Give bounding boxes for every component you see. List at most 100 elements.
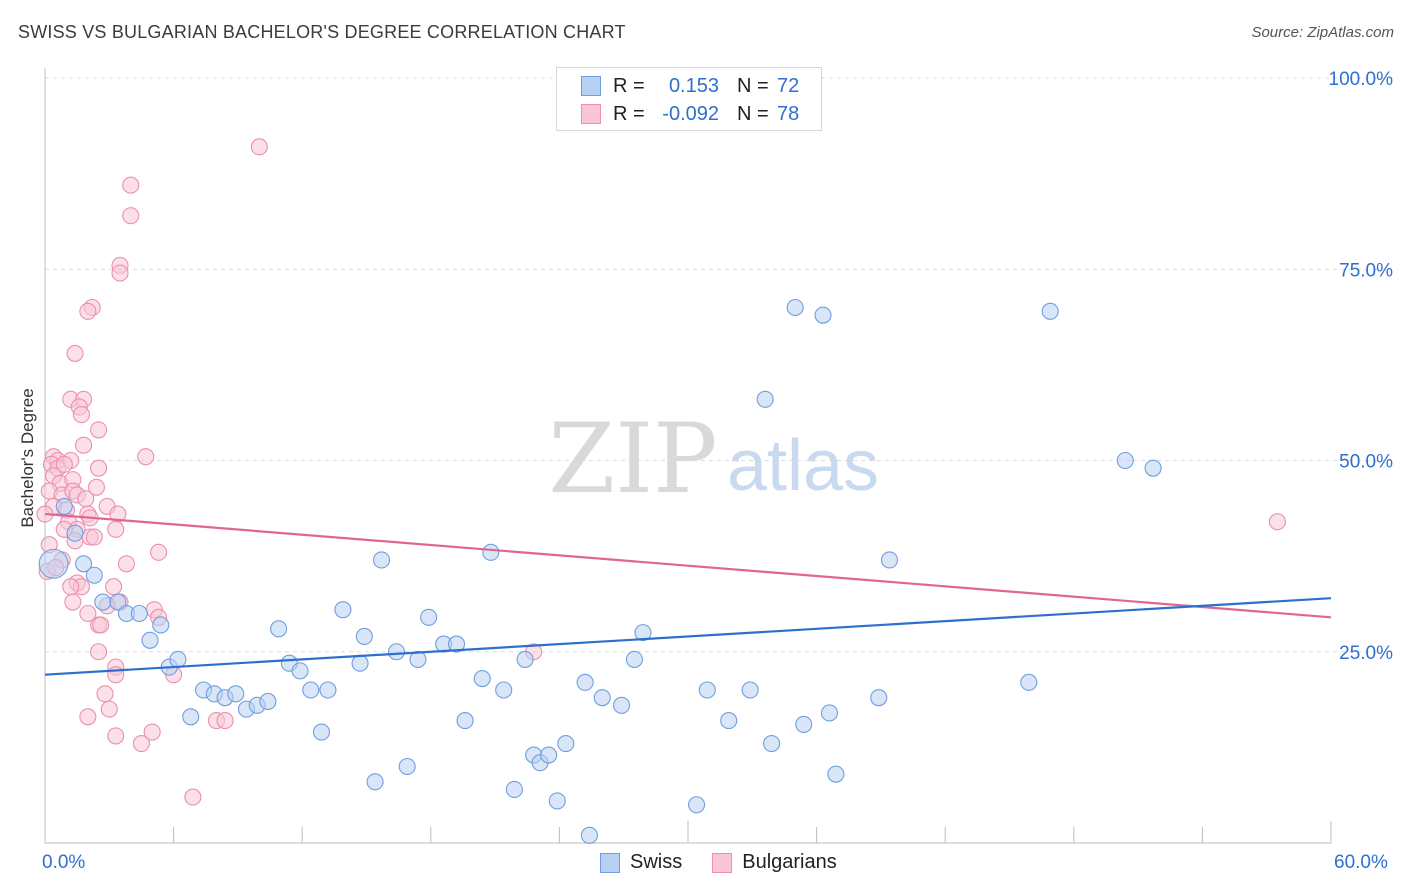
swiss-point (75, 555, 93, 573)
axes (44, 68, 1332, 844)
swiss-point (85, 566, 103, 584)
y-tick-label: 75.0% (1339, 260, 1393, 281)
y-tick-label: 25.0% (1339, 643, 1393, 664)
swiss-point (473, 669, 491, 688)
bulgarians-point (132, 734, 150, 753)
bulgarians-point (72, 406, 90, 424)
swiss-point (420, 608, 438, 626)
bulgarians-point (75, 436, 93, 454)
swiss-trend-line (44, 597, 1332, 676)
swiss-swatch (600, 852, 620, 873)
bulgarians-point (107, 727, 125, 745)
bulgarians-point (100, 700, 118, 718)
bulgarians-point (122, 176, 140, 194)
swiss-point (880, 551, 899, 569)
swiss-point (366, 773, 384, 791)
n-label: N = (737, 102, 769, 125)
bulgarians-point (79, 302, 97, 320)
swiss-point (66, 524, 84, 542)
bulgarians-point (216, 712, 234, 730)
watermark-zip: ZIP (548, 403, 717, 515)
swiss-point (55, 497, 73, 515)
grid-lines (45, 77, 1391, 653)
swiss-point (814, 306, 832, 324)
swiss-point (557, 734, 575, 753)
bulgarians-point (62, 578, 80, 596)
series-legend: Swiss Bulgarians (600, 851, 867, 874)
swiss-point (312, 723, 331, 741)
swiss-point (756, 390, 774, 408)
swiss-point (372, 551, 391, 569)
bulgarians-point (150, 543, 168, 561)
swiss-point (482, 543, 500, 561)
swiss-point (505, 780, 523, 799)
r-value: -0.092 (662, 102, 719, 125)
swiss-point (820, 704, 839, 722)
swiss-point (387, 643, 406, 661)
swiss-point (182, 708, 200, 726)
swiss-point (593, 689, 611, 707)
trend-lines (44, 512, 1332, 676)
r-label: R = (613, 74, 645, 97)
bulgarians-point (122, 207, 140, 225)
bulgarians-point (117, 555, 135, 573)
bulgarians-point (143, 723, 161, 741)
legend-item-bulgarians[interactable]: Bulgarians (712, 851, 837, 874)
chart-title: SWISS VS BULGARIAN BACHELOR'S DEGREE COR… (18, 22, 626, 42)
r-label: R = (613, 102, 645, 125)
swiss-point (270, 620, 288, 638)
swiss-point (720, 712, 738, 730)
swiss-point (625, 650, 643, 668)
x-min-label: 0.0% (42, 852, 86, 873)
bulgarians-point (90, 459, 108, 477)
bulgarians-point (137, 448, 155, 466)
bulgarians-point (79, 708, 97, 726)
bulgarians-point (107, 520, 125, 538)
swiss-point (576, 673, 594, 691)
source-label: Source: ZipAtlas.com (1251, 24, 1394, 41)
stats-legend: R = 0.153 N = 72 R = -0.092 N = 78 (556, 67, 822, 131)
swiss-point (130, 604, 148, 623)
swiss-point (319, 681, 337, 699)
y-tick-label: 100.0% (1329, 69, 1394, 90)
swiss-point (259, 692, 277, 711)
bulgarians-point (96, 685, 114, 703)
bulgarians-point (92, 616, 110, 634)
swiss-point (688, 796, 706, 814)
swiss-point (456, 712, 474, 730)
swiss-point (763, 734, 781, 753)
swiss-point (516, 650, 534, 668)
watermark: ZIP atlas (548, 403, 879, 515)
bulgarians-point (1268, 513, 1286, 531)
y-tick-labels: 25.0% 50.0% 75.0% 100.0% (1329, 69, 1394, 664)
bulgarians-swatch (581, 104, 601, 124)
swiss-point (169, 650, 187, 668)
swiss-legend-label: Swiss (630, 851, 683, 873)
swiss-point (291, 662, 309, 680)
bulgarians-point (87, 478, 105, 496)
swiss-point (540, 746, 558, 764)
swiss-point (152, 616, 170, 634)
bulgarians-point (105, 578, 123, 596)
swiss-point (141, 631, 159, 649)
swiss-point (495, 681, 513, 699)
bulgarians-point (184, 788, 202, 806)
bulgarians-legend-label: Bulgarians (742, 851, 837, 873)
swiss-point (548, 792, 566, 810)
swiss-point (827, 765, 845, 783)
legend-item-swiss[interactable]: Swiss (600, 851, 682, 874)
swiss-point (409, 650, 427, 668)
swiss-point (1144, 459, 1162, 477)
bulgarians-point (111, 264, 129, 282)
swiss-point (351, 654, 369, 672)
x-max-label: 60.0% (1334, 852, 1388, 873)
swiss-point (634, 624, 652, 642)
swiss-point (94, 593, 112, 611)
swiss-point (580, 826, 598, 844)
legend-row-bulgarians: R = -0.092 N = 78 (581, 101, 799, 127)
swiss-point (398, 757, 416, 776)
bulgarians-point (77, 490, 95, 508)
swiss-point (355, 627, 373, 646)
n-label: N = (737, 74, 769, 97)
